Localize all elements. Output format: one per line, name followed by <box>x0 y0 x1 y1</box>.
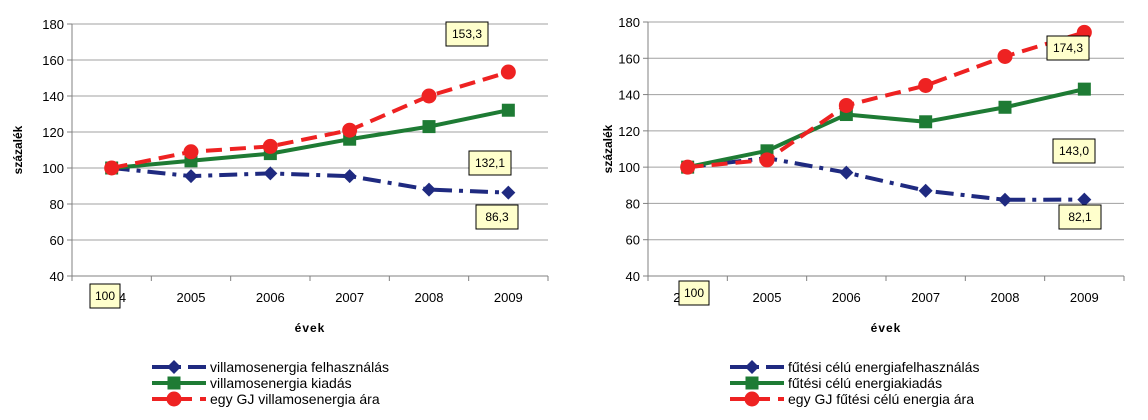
y-tick-label: 40 <box>626 269 640 284</box>
chart-electricity: 4060801001201401601802004200520062007200… <box>11 17 549 407</box>
x-tick-label: 2005 <box>177 290 206 305</box>
x-axis-title: évek <box>295 321 326 335</box>
legend-marker-0 <box>745 360 759 374</box>
x-axis-title: évek <box>871 321 902 335</box>
y-axis-title: százalék <box>11 125 25 174</box>
plot-area <box>648 22 1124 276</box>
x-tick-label: 2009 <box>494 290 523 305</box>
y-tick-label: 60 <box>626 233 640 248</box>
data-point-2 <box>680 159 696 175</box>
data-point-2 <box>997 48 1013 64</box>
data-label-box <box>1046 35 1090 61</box>
y-tick-label: 120 <box>42 125 64 140</box>
legend-marker-1 <box>167 376 181 390</box>
data-label: 86,3 <box>485 210 509 224</box>
x-tick-label: 2006 <box>256 290 285 305</box>
y-tick-label: 160 <box>618 51 640 66</box>
y-tick-label: 180 <box>42 17 64 32</box>
data-point-1 <box>1077 82 1091 96</box>
x-tick-label: 2007 <box>335 290 364 305</box>
data-label: 100 <box>684 286 704 300</box>
data-point-0 <box>184 169 198 184</box>
y-tick-label: 100 <box>42 161 64 176</box>
data-point-0 <box>342 169 357 184</box>
data-label: 143,0 <box>1059 144 1089 158</box>
data-label-box <box>475 204 519 230</box>
data-label-box <box>678 280 710 306</box>
data-label-box <box>89 283 121 309</box>
legend-marker-0 <box>167 360 181 374</box>
data-point-2 <box>500 64 516 80</box>
chart-heating-energy: 4060801001201401601802004200520062007200… <box>601 15 1125 407</box>
data-point-0 <box>839 165 854 180</box>
legend-marker-1 <box>745 376 759 390</box>
plot-area <box>72 24 548 276</box>
data-point-0 <box>501 185 516 200</box>
data-point-2 <box>421 88 437 104</box>
series-line-2 <box>687 30 1085 170</box>
y-tick-label: 140 <box>42 89 64 104</box>
series-line-1 <box>111 108 509 170</box>
data-label: 82,1 <box>1068 210 1092 224</box>
data-point-2 <box>918 78 934 93</box>
data-point-0 <box>422 182 436 197</box>
x-tick-label: 2008 <box>991 290 1020 305</box>
legend-label-0: villamosenergia felhasználás <box>210 359 389 375</box>
series-line-2 <box>111 70 509 170</box>
y-tick-label: 160 <box>42 53 64 68</box>
data-point-1 <box>998 100 1012 114</box>
data-label-box <box>1052 138 1096 164</box>
legend-marker-2 <box>166 391 182 407</box>
legend-marker-2 <box>744 391 760 407</box>
x-tick-label: 2005 <box>753 290 782 305</box>
y-tick-label: 40 <box>50 269 64 284</box>
data-label-box <box>468 150 512 176</box>
data-point-0 <box>918 183 933 198</box>
data-point-2 <box>183 144 199 160</box>
series-line-0 <box>687 156 1085 202</box>
data-label: 100 <box>95 289 115 303</box>
data-point-1 <box>501 103 515 117</box>
series-line-0 <box>111 166 509 195</box>
data-label-box <box>445 21 489 47</box>
x-tick-label: 2006 <box>832 290 861 305</box>
legend-label-2: egy GJ fűtési célú energia ára <box>788 391 974 407</box>
data-point-0 <box>998 192 1012 207</box>
y-axis-title: százalék <box>601 124 615 173</box>
y-tick-label: 180 <box>618 15 640 30</box>
data-label: 132,1 <box>475 156 505 170</box>
legend-label-0: fűtési célú energiafelhasználás <box>788 359 979 375</box>
data-label-box <box>1058 204 1102 230</box>
data-label: 174,3 <box>1053 41 1083 55</box>
x-tick-label: 2009 <box>1070 290 1099 305</box>
legend-label-2: egy GJ villamosenergia ára <box>210 391 380 407</box>
data-point-1 <box>422 120 436 134</box>
x-tick-label: 2007 <box>911 290 940 305</box>
y-tick-label: 140 <box>618 88 640 103</box>
y-tick-label: 100 <box>618 160 640 175</box>
y-tick-label: 120 <box>618 124 640 139</box>
y-tick-label: 80 <box>50 197 64 212</box>
data-point-1 <box>919 115 933 129</box>
y-tick-label: 60 <box>50 233 64 248</box>
data-point-2 <box>104 160 120 176</box>
data-label: 153,3 <box>452 27 482 41</box>
data-point-0 <box>1077 192 1092 207</box>
series-line-1 <box>687 87 1085 170</box>
data-point-2 <box>262 138 278 154</box>
data-point-2 <box>759 152 775 168</box>
legend-label-1: fűtési célú energiakiadás <box>788 375 942 391</box>
y-tick-label: 80 <box>626 196 640 211</box>
data-point-2 <box>342 122 358 138</box>
legend-label-1: villamosenergia kiadás <box>210 375 352 391</box>
data-point-0 <box>263 166 278 181</box>
data-point-2 <box>838 97 854 113</box>
x-tick-label: 2008 <box>415 290 444 305</box>
